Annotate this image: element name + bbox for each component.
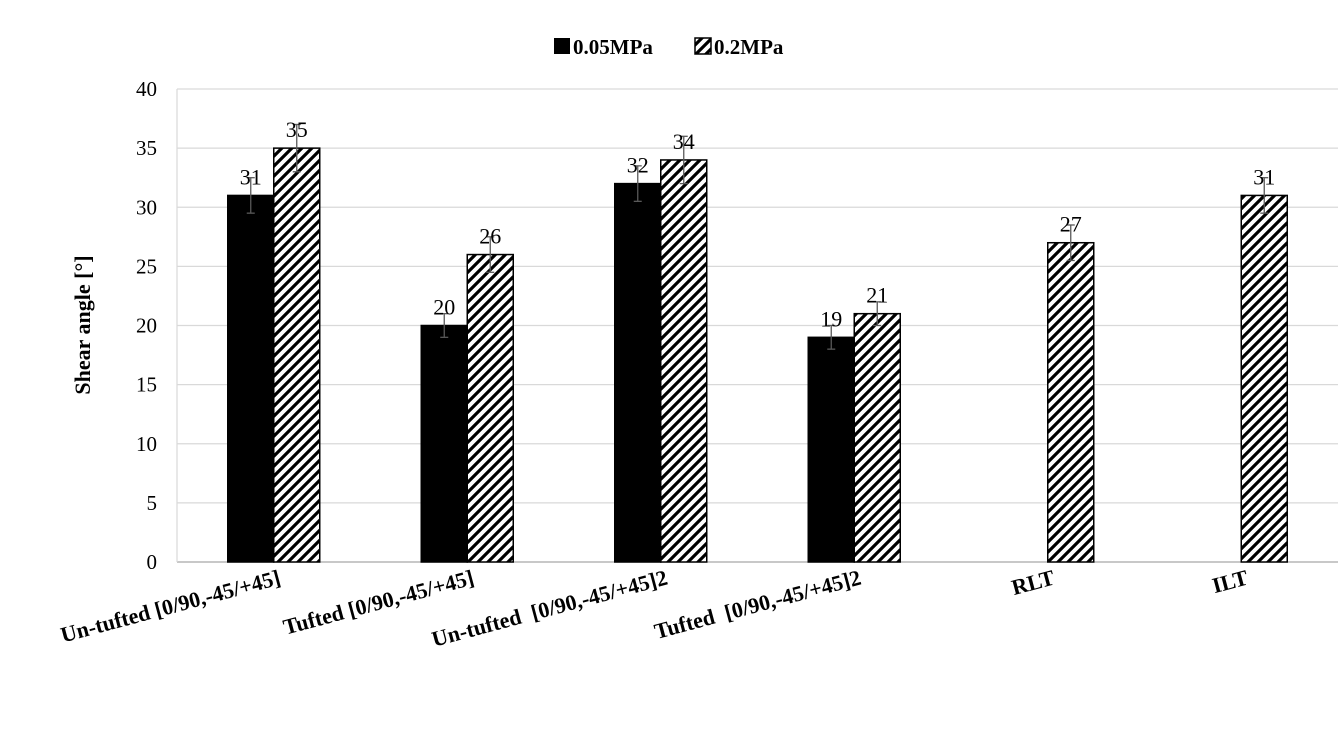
legend-swatch-series-1: [554, 38, 570, 54]
data-labels: 31 20 32 19 35 26 34 21 27 31: [240, 117, 1276, 331]
legend-swatch-series-2: [694, 37, 712, 55]
y-axis-title: Shear angle [°]: [70, 255, 95, 394]
data-label: 35: [286, 117, 308, 142]
error-bar: [827, 324, 836, 350]
data-label: 31: [1253, 164, 1275, 189]
bar-series-1: [614, 182, 662, 563]
y-tick-label: 20: [136, 314, 157, 338]
error-bars: [246, 123, 1269, 350]
y-tick-label: 30: [136, 195, 157, 219]
y-tick-label: 15: [136, 373, 157, 397]
bar-series-2: [466, 253, 514, 563]
error-bar: [633, 165, 642, 202]
data-label: 34: [673, 129, 695, 154]
bar-series-1: [420, 324, 468, 563]
legend: 0.05MPa 0.2MPa: [554, 35, 784, 59]
y-tick-label: 25: [136, 254, 157, 278]
bar-series-2: [1047, 241, 1095, 563]
y-axis-ticks: 0 5 10 15 20 25 30 35 40: [136, 77, 157, 574]
data-label: 20: [433, 295, 455, 320]
data-label: 21: [866, 283, 888, 308]
x-category-label: RLT: [1009, 565, 1058, 600]
error-bar: [679, 135, 688, 185]
bars: [227, 147, 1288, 563]
x-category-label: ILT: [1209, 565, 1250, 599]
bar-series-1: [807, 336, 855, 563]
bar-series-2: [660, 159, 708, 563]
data-label: 27: [1060, 212, 1082, 237]
error-bar: [1066, 224, 1075, 262]
x-category-label: Tufted [0/90,-45/+45]2: [652, 565, 864, 644]
x-axis-categories: Un-tufted [0/90,-45/+45] Tufted [0/90,-45…: [58, 565, 1251, 652]
error-bar: [486, 236, 495, 273]
y-tick-label: 0: [147, 550, 158, 574]
bar-series-1: [227, 194, 275, 563]
y-tick-label: 10: [136, 432, 157, 456]
x-category-label: Un-tufted [0/90,-45/+45]: [58, 565, 283, 648]
data-label: 26: [479, 224, 501, 249]
data-label: 31: [240, 164, 262, 189]
y-tick-label: 5: [147, 491, 158, 515]
error-bar: [292, 123, 301, 173]
y-tick-label: 35: [136, 136, 157, 160]
bar-series-2: [273, 147, 321, 563]
data-label: 32: [627, 153, 649, 178]
data-label: 19: [820, 306, 842, 331]
error-bar: [246, 177, 255, 214]
error-bar: [873, 301, 882, 327]
y-tick-label: 40: [136, 77, 157, 101]
bar-series-2: [853, 312, 901, 563]
error-bar: [440, 313, 449, 338]
legend-label-series-1: 0.05MPa: [573, 35, 653, 59]
gridlines: [176, 88, 1338, 563]
bar-series-2: [1240, 194, 1288, 563]
legend-label-series-2: 0.2MPa: [714, 35, 784, 59]
error-bar: [1260, 177, 1269, 214]
